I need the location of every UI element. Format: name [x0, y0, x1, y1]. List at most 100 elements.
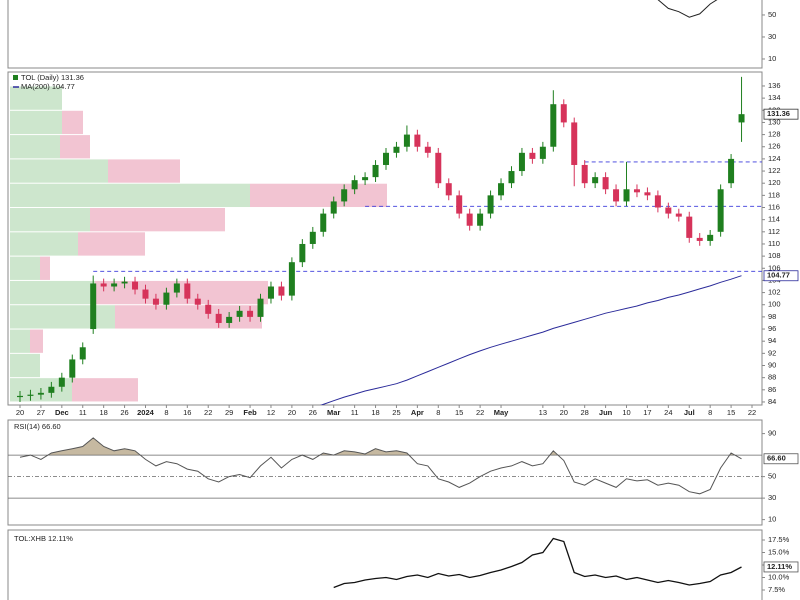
- x-tick-label: 22: [204, 408, 212, 417]
- candle-body: [508, 171, 515, 184]
- panel-frame: [7, 0, 763, 69]
- x-tick-label: Jun: [599, 408, 613, 417]
- x-tick-label: 20: [16, 408, 24, 417]
- y-tick-label: 98: [768, 312, 776, 321]
- x-tick-label: May: [494, 408, 509, 417]
- candle-body: [121, 281, 128, 284]
- y-tick-label: 120: [768, 178, 781, 187]
- candle-body: [309, 231, 316, 244]
- volume-up: [10, 208, 90, 232]
- candle-body: [132, 281, 139, 290]
- y-tick-label: 102: [768, 288, 781, 297]
- candle-body: [539, 146, 546, 159]
- volume-down: [95, 280, 268, 305]
- x-tick-label: Mar: [327, 408, 340, 417]
- value-label: 104.77: [767, 271, 790, 280]
- volume-up: [10, 159, 108, 183]
- x-tick-label: 26: [309, 408, 317, 417]
- volume-down: [60, 135, 90, 159]
- y-tick-label: 118: [768, 190, 780, 199]
- y-tick-label: 114: [768, 215, 780, 224]
- candle-body: [571, 122, 578, 165]
- x-tick-label: Feb: [243, 408, 257, 417]
- volume-up: [10, 110, 62, 135]
- x-tick-label: 8: [164, 408, 168, 417]
- candle-body: [623, 189, 630, 202]
- x-tick-label: 27: [37, 408, 45, 417]
- value-box: [763, 453, 799, 465]
- x-tick-label: Dec: [55, 408, 69, 417]
- y-tick-label: 116: [768, 202, 780, 211]
- x-tick-label: 2024: [137, 408, 155, 417]
- x-tick-label: 17: [643, 408, 651, 417]
- value-label: 131.36: [767, 109, 790, 118]
- candle-body: [696, 237, 703, 241]
- panel-title: RSI(14) 66.60: [14, 422, 61, 431]
- y-tick-label: 108: [768, 251, 781, 260]
- candle-body: [173, 283, 180, 293]
- candle-body: [90, 283, 97, 330]
- x-tick-label: 11: [79, 408, 87, 417]
- candle-body: [529, 152, 536, 159]
- y-tick-label: 10: [768, 54, 776, 63]
- candle-body: [37, 392, 44, 395]
- candle-body: [633, 189, 640, 193]
- volume-down: [72, 378, 138, 402]
- candle-body: [215, 313, 222, 323]
- y-tick-label: 134: [768, 93, 781, 102]
- y-tick-label: 10: [768, 515, 776, 524]
- x-tick-label: 11: [351, 408, 359, 417]
- volume-up: [10, 280, 95, 305]
- candle-body: [236, 310, 243, 317]
- candle-body: [142, 289, 149, 299]
- candle-body: [675, 213, 682, 217]
- y-tick-label: 30: [768, 493, 776, 502]
- candle-body: [184, 283, 191, 299]
- candle-body: [247, 310, 254, 317]
- x-tick-label: 18: [371, 408, 379, 417]
- panel-title: TOL:XHB 12.11%: [14, 534, 73, 543]
- x-tick-label: 20: [288, 408, 296, 417]
- x-tick-label: 12: [267, 408, 275, 417]
- candle-body: [163, 292, 170, 305]
- candle-body: [550, 104, 557, 147]
- candle-body: [69, 359, 76, 378]
- candle-body: [58, 377, 65, 387]
- x-tick-label: 10: [622, 408, 630, 417]
- candle-body: [383, 152, 389, 165]
- y-tick-label: 7.5%: [768, 585, 785, 594]
- candle-body: [654, 195, 661, 208]
- volume-down: [62, 110, 83, 135]
- value-box: [763, 108, 799, 120]
- candle-body: [100, 283, 107, 287]
- candle-body: [665, 207, 672, 214]
- volume-up: [10, 183, 250, 208]
- volume-up: [10, 329, 30, 353]
- volume-down: [90, 208, 225, 232]
- y-tick-label: 84: [768, 397, 776, 406]
- candle-body: [728, 158, 735, 184]
- candle-body: [351, 180, 358, 190]
- y-tick-label: 92: [768, 348, 776, 357]
- candle-body: [445, 183, 452, 196]
- candle-body: [424, 146, 431, 153]
- value-box: [763, 270, 799, 282]
- y-tick-label: 15.0%: [768, 547, 790, 556]
- y-tick-label: 88: [768, 373, 776, 382]
- candle-body: [707, 234, 714, 241]
- x-tick-label: 13: [539, 408, 547, 417]
- volume-up: [10, 353, 40, 378]
- candle-body: [194, 298, 201, 305]
- candle-body: [498, 183, 505, 196]
- candle-body: [592, 177, 599, 184]
- y-tick-label: 10.0%: [768, 572, 790, 581]
- candle-body: [320, 213, 327, 232]
- x-tick-label: 22: [748, 408, 756, 417]
- y-tick-label: 100: [768, 300, 781, 309]
- y-tick-label: 90: [768, 360, 776, 369]
- candle-body: [466, 213, 473, 226]
- candle-body: [581, 164, 588, 184]
- y-tick-label: 90: [768, 429, 776, 438]
- candle-body: [79, 347, 86, 360]
- legend-swatch: [13, 75, 18, 80]
